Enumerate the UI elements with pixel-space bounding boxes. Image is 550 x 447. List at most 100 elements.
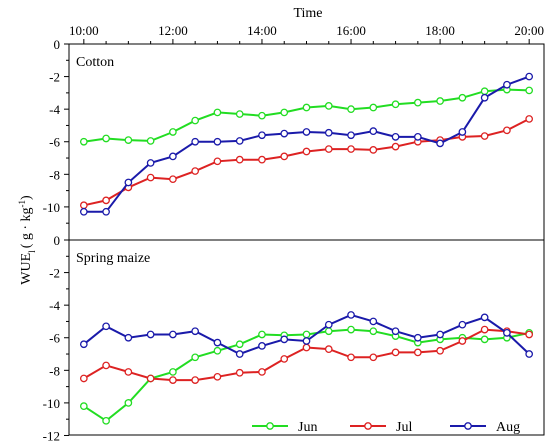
data-point-aug	[302, 128, 311, 136]
data-point-jul	[235, 155, 244, 164]
axes-layer: 10:00 12:00 14:00 16:00 18:00 20:00 0 -2 -4 -6 -8 -…	[43, 23, 544, 443]
data-point-aug	[458, 128, 467, 136]
data-point-jun	[369, 103, 378, 112]
legend-label-aug: Aug	[496, 420, 520, 435]
data-point-jul	[369, 146, 378, 154]
data-point-aug	[146, 159, 155, 167]
data-point-aug	[391, 327, 400, 336]
y-tick-label: -8	[49, 363, 60, 378]
data-point-aug	[503, 80, 511, 89]
panel-label: Spring maize	[76, 251, 150, 266]
y-tick-label: -4	[49, 102, 60, 117]
data-point-aug	[391, 133, 400, 141]
data-point-jun	[258, 330, 266, 339]
data-point-jul	[169, 376, 177, 384]
y-axis-title-main: WUE	[19, 253, 34, 285]
data-point-jun	[102, 416, 110, 425]
data-point-jun	[191, 116, 200, 125]
data-point-jun	[391, 100, 400, 109]
data-point-aug	[480, 93, 489, 102]
legend-label-jul: Jul	[396, 420, 412, 435]
legend-marker-aug	[464, 422, 472, 430]
data-point-jul	[391, 142, 400, 151]
data-point-jul	[79, 201, 88, 210]
data-point-jun	[102, 134, 110, 143]
data-point-aug	[525, 72, 534, 81]
y-axis-title-unit: ( g · kg	[19, 207, 34, 248]
x-axis-title: Time	[293, 6, 322, 21]
data-point-jul	[503, 126, 511, 135]
data-point-jun	[324, 327, 333, 336]
legend-marker-jul	[364, 422, 372, 430]
data-point-jun	[480, 87, 489, 96]
x-tick-label: 14:00	[247, 23, 277, 38]
data-point-jul	[258, 368, 266, 376]
x-tick-label: 16:00	[336, 23, 366, 38]
y-tick-label: -6	[49, 135, 60, 150]
y-axis-title-close: )	[19, 195, 34, 200]
data-point-jul	[391, 348, 400, 357]
data-point-jun	[213, 346, 222, 355]
data-point-aug	[458, 320, 467, 329]
legend-label-jun: Jun	[298, 420, 317, 435]
data-point-jul	[525, 115, 534, 123]
data-point-jul	[458, 337, 467, 345]
panel-label: Cotton	[76, 55, 114, 70]
data-point-jul	[213, 157, 222, 166]
data-point-aug	[324, 128, 333, 137]
data-point-jun	[458, 93, 467, 102]
data-point-jul	[280, 152, 289, 161]
data-point-jun	[191, 353, 200, 362]
data-point-jul	[413, 348, 422, 357]
data-point-aug	[347, 311, 355, 319]
data-point-aug	[235, 350, 244, 358]
data-point-jun	[436, 97, 444, 105]
data-point-jul	[480, 132, 489, 140]
data-point-jul	[525, 330, 534, 339]
data-point-jun	[324, 102, 333, 110]
data-point-aug	[280, 335, 289, 344]
y-axis-title-unit-superscript: -1	[17, 200, 27, 208]
legend-marker-jun	[266, 422, 274, 430]
y-tick-label: -2	[49, 266, 60, 281]
data-point-aug	[480, 313, 489, 322]
x-tick-label: 18:00	[425, 23, 455, 38]
y-tick-label: -10	[43, 200, 60, 215]
data-point-jun	[146, 137, 155, 145]
data-point-jul	[102, 196, 110, 205]
data-point-jun	[169, 128, 177, 136]
y-tick-label: -4	[49, 298, 60, 313]
data-point-jul	[436, 346, 444, 355]
data-point-jul	[324, 145, 333, 153]
data-point-aug	[503, 329, 511, 337]
y-tick-label: -8	[49, 167, 60, 182]
data-point-jul	[146, 374, 155, 383]
data-point-aug	[235, 137, 244, 145]
data-point-aug	[169, 152, 177, 161]
x-tick-label: 20:00	[514, 23, 544, 38]
x-tick-label: 12:00	[158, 23, 188, 38]
data-point-aug	[79, 207, 88, 216]
data-point-jun	[480, 335, 489, 344]
data-point-aug	[413, 333, 422, 342]
data-point-aug	[324, 320, 333, 329]
x-tick-label: 10:00	[69, 23, 99, 38]
data-point-aug	[146, 330, 155, 339]
data-point-jul	[146, 173, 155, 182]
data-point-aug	[280, 129, 289, 138]
data-point-aug	[369, 127, 378, 136]
data-point-aug	[191, 327, 200, 336]
data-point-jul	[124, 368, 133, 376]
data-point-jul	[258, 155, 266, 164]
data-point-jul	[302, 147, 311, 156]
data-point-jun	[258, 111, 266, 120]
data-point-aug	[102, 322, 110, 331]
data-point-jul	[102, 361, 110, 370]
y-tick-label: -2	[49, 70, 60, 85]
data-point-aug	[436, 330, 444, 339]
data-point-jun	[302, 330, 311, 339]
data-point-aug	[124, 178, 133, 187]
data-point-jun	[213, 108, 222, 117]
data-point-jul	[213, 372, 222, 381]
